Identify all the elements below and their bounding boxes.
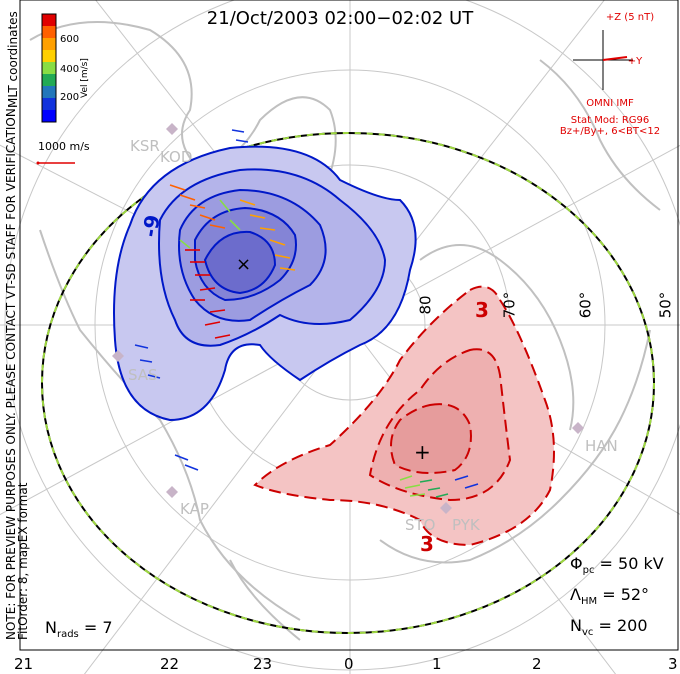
colorbar-swatch <box>42 110 56 123</box>
cross-polar-potential: Φpc = 50 kV <box>570 554 664 576</box>
colorbar-frame <box>41 13 57 123</box>
contour-label-3-bottom: 3 <box>420 532 434 556</box>
imf-clock <box>573 30 633 90</box>
colorbar-tick-200: 200 <box>60 92 80 103</box>
phi-subscript: pc <box>582 565 595 577</box>
colorbar-swatch <box>42 98 56 111</box>
nvc-value: = 200 <box>598 616 648 635</box>
hm-latitude: ΛHM = 52° <box>570 585 649 607</box>
num-vectors: Nvc = 200 <box>570 616 648 638</box>
lambda-symbol: Λ <box>570 585 581 604</box>
colorbar-swatch <box>42 50 56 63</box>
preview-note: NOTE: FOR PREVIEW PURPOSES ONLY. PLEASE … <box>4 104 30 640</box>
lat-label-50: 50° <box>656 291 675 319</box>
site-kap: KAP <box>180 500 209 518</box>
colorbar-swatch <box>42 86 56 99</box>
colorbar-swatch <box>42 62 56 75</box>
positive-potential-cell: + <box>253 285 555 547</box>
negative-potential-cell: × <box>113 145 417 422</box>
lambda-value: = 52° <box>602 585 650 604</box>
mlt-tick-0: 0 <box>344 655 354 673</box>
imf-y-label: +Y <box>627 56 643 67</box>
negative-minimum-marker: × <box>236 254 251 275</box>
page-title: 21/Oct/2003 02:00−02:02 UT <box>206 8 474 29</box>
nrads-value: = 7 <box>83 618 113 637</box>
phi-value: = 50 kV <box>599 554 664 573</box>
phi-symbol: Φ <box>570 554 583 573</box>
site-han: HAN <box>585 437 618 455</box>
omni-imf-label: OMNI IMF <box>586 98 634 109</box>
hm-boundary <box>41 132 655 634</box>
mlt-coordinates-label: MLT coordinates <box>6 11 20 108</box>
site-ksr: KSR <box>130 137 160 155</box>
radar-site-markers <box>112 123 584 514</box>
nvc-subscript: vc <box>581 627 594 639</box>
num-radars: Nrads = 7 <box>45 618 113 640</box>
mlt-tick-23: 23 <box>253 655 273 673</box>
colorbar-swatch <box>42 38 56 51</box>
velocity-vectors <box>134 129 479 498</box>
contour-label-3-top: 3 <box>475 298 489 322</box>
positive-maximum-marker: + <box>414 440 431 464</box>
site-sas: SAS <box>128 366 158 384</box>
fit-order-note: FitOrder: 8, mapEX format <box>16 482 30 640</box>
nvc-symbol: N <box>570 616 582 635</box>
positive-contour-inner <box>390 403 472 475</box>
colorbar-swatch <box>42 74 56 87</box>
map-frame <box>19 0 679 651</box>
imf-z-label: +Z (5 nT) <box>605 12 655 23</box>
mlt-tick-3: 3 <box>668 655 678 673</box>
site-kod: KOD <box>160 148 193 166</box>
mlt-tick-2: 2 <box>532 655 542 673</box>
scale-vector-label: 1000 m/s <box>38 140 90 153</box>
site-sto: STO <box>405 516 436 534</box>
lat-label-80: 80 <box>416 295 435 315</box>
colorbar-tick-600: 600 <box>60 34 80 45</box>
mlt-tick-21: 21 <box>14 655 34 673</box>
lambda-subscript: HM <box>580 596 598 608</box>
mlt-tick-22: 22 <box>160 655 180 673</box>
contour-label-neg9: -9 <box>137 212 165 240</box>
colorbar <box>41 13 57 123</box>
scale-vector <box>36 161 75 165</box>
nrads-symbol: N <box>45 618 57 637</box>
lat-label-60: 60° <box>576 291 595 319</box>
colorbar-swatch <box>42 14 56 27</box>
negative-contour-inner <box>203 230 277 295</box>
stat-model-label: Stat Mod: RG96 <box>570 115 650 126</box>
colorbar-swatch <box>42 26 56 39</box>
lat-label-70: 70° <box>500 291 519 319</box>
mlt-tick-1: 1 <box>432 655 442 673</box>
nrads-subscript: rads <box>56 629 79 641</box>
colorbar-title: Vel [m/s] <box>80 58 90 98</box>
site-pyk: PYK <box>452 516 480 534</box>
imf-conditions-label: Bz+/By+, 6<BT<12 <box>559 126 661 137</box>
colorbar-tick-400: 400 <box>60 64 80 75</box>
